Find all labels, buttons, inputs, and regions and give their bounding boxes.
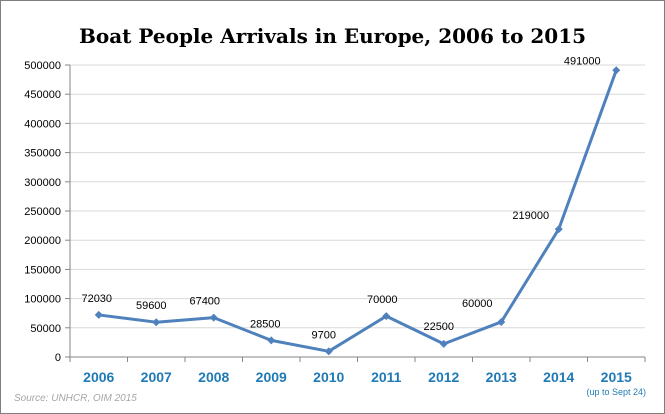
y-tick-label: 350000 xyxy=(24,148,61,160)
data-point xyxy=(382,312,391,321)
x-tick-label: 2012 xyxy=(428,369,459,385)
x-tick-label: 2008 xyxy=(198,369,229,385)
y-tick-label: 450000 xyxy=(24,89,61,101)
x-tick-label: 2007 xyxy=(141,369,172,385)
y-tick-label: 50000 xyxy=(30,323,61,335)
x-tick-label: 2014 xyxy=(543,369,574,385)
data-point xyxy=(267,336,276,345)
y-tick-label: 100000 xyxy=(24,294,61,306)
data-label: 60000 xyxy=(462,298,493,310)
data-point xyxy=(209,313,218,322)
x-axis-note: (up to Sept 24) xyxy=(586,387,646,397)
chart-title: Boat People Arrivals in Europe, 2006 to … xyxy=(78,24,587,48)
x-tick-label: 2013 xyxy=(486,369,517,385)
source-note: Source: UNHCR, OIM 2015 xyxy=(14,393,137,404)
data-label: 70000 xyxy=(367,294,398,306)
data-point xyxy=(554,225,563,234)
x-tick-label: 2011 xyxy=(371,369,402,385)
series-line xyxy=(98,69,618,353)
y-tick-label: 300000 xyxy=(24,177,61,189)
data-label: 491000 xyxy=(564,55,601,67)
y-tick-label: 400000 xyxy=(24,118,61,130)
y-tick-label: 150000 xyxy=(24,264,61,276)
data-point xyxy=(439,339,448,348)
data-point xyxy=(324,347,333,356)
data-label: 22500 xyxy=(423,321,454,333)
data-point xyxy=(94,310,103,319)
y-tick-label: 0 xyxy=(55,352,61,364)
x-tick-label: 2015 xyxy=(601,369,632,385)
x-tick-label: 2009 xyxy=(256,369,287,385)
x-tick-label: 2010 xyxy=(313,369,344,385)
data-point xyxy=(152,318,161,327)
x-tick-label: 2006 xyxy=(83,369,114,385)
data-label: 72030 xyxy=(81,293,112,305)
data-label: 28500 xyxy=(250,318,281,330)
data-point xyxy=(612,66,621,75)
y-tick-label: 200000 xyxy=(24,235,61,247)
y-tick-label: 250000 xyxy=(24,206,61,218)
data-label: 59600 xyxy=(136,300,167,312)
y-tick-label: 500000 xyxy=(24,60,61,72)
data-point xyxy=(497,317,506,326)
data-label: 219000 xyxy=(512,210,549,222)
data-label: 67400 xyxy=(189,296,220,308)
data-label: 9700 xyxy=(312,329,336,341)
